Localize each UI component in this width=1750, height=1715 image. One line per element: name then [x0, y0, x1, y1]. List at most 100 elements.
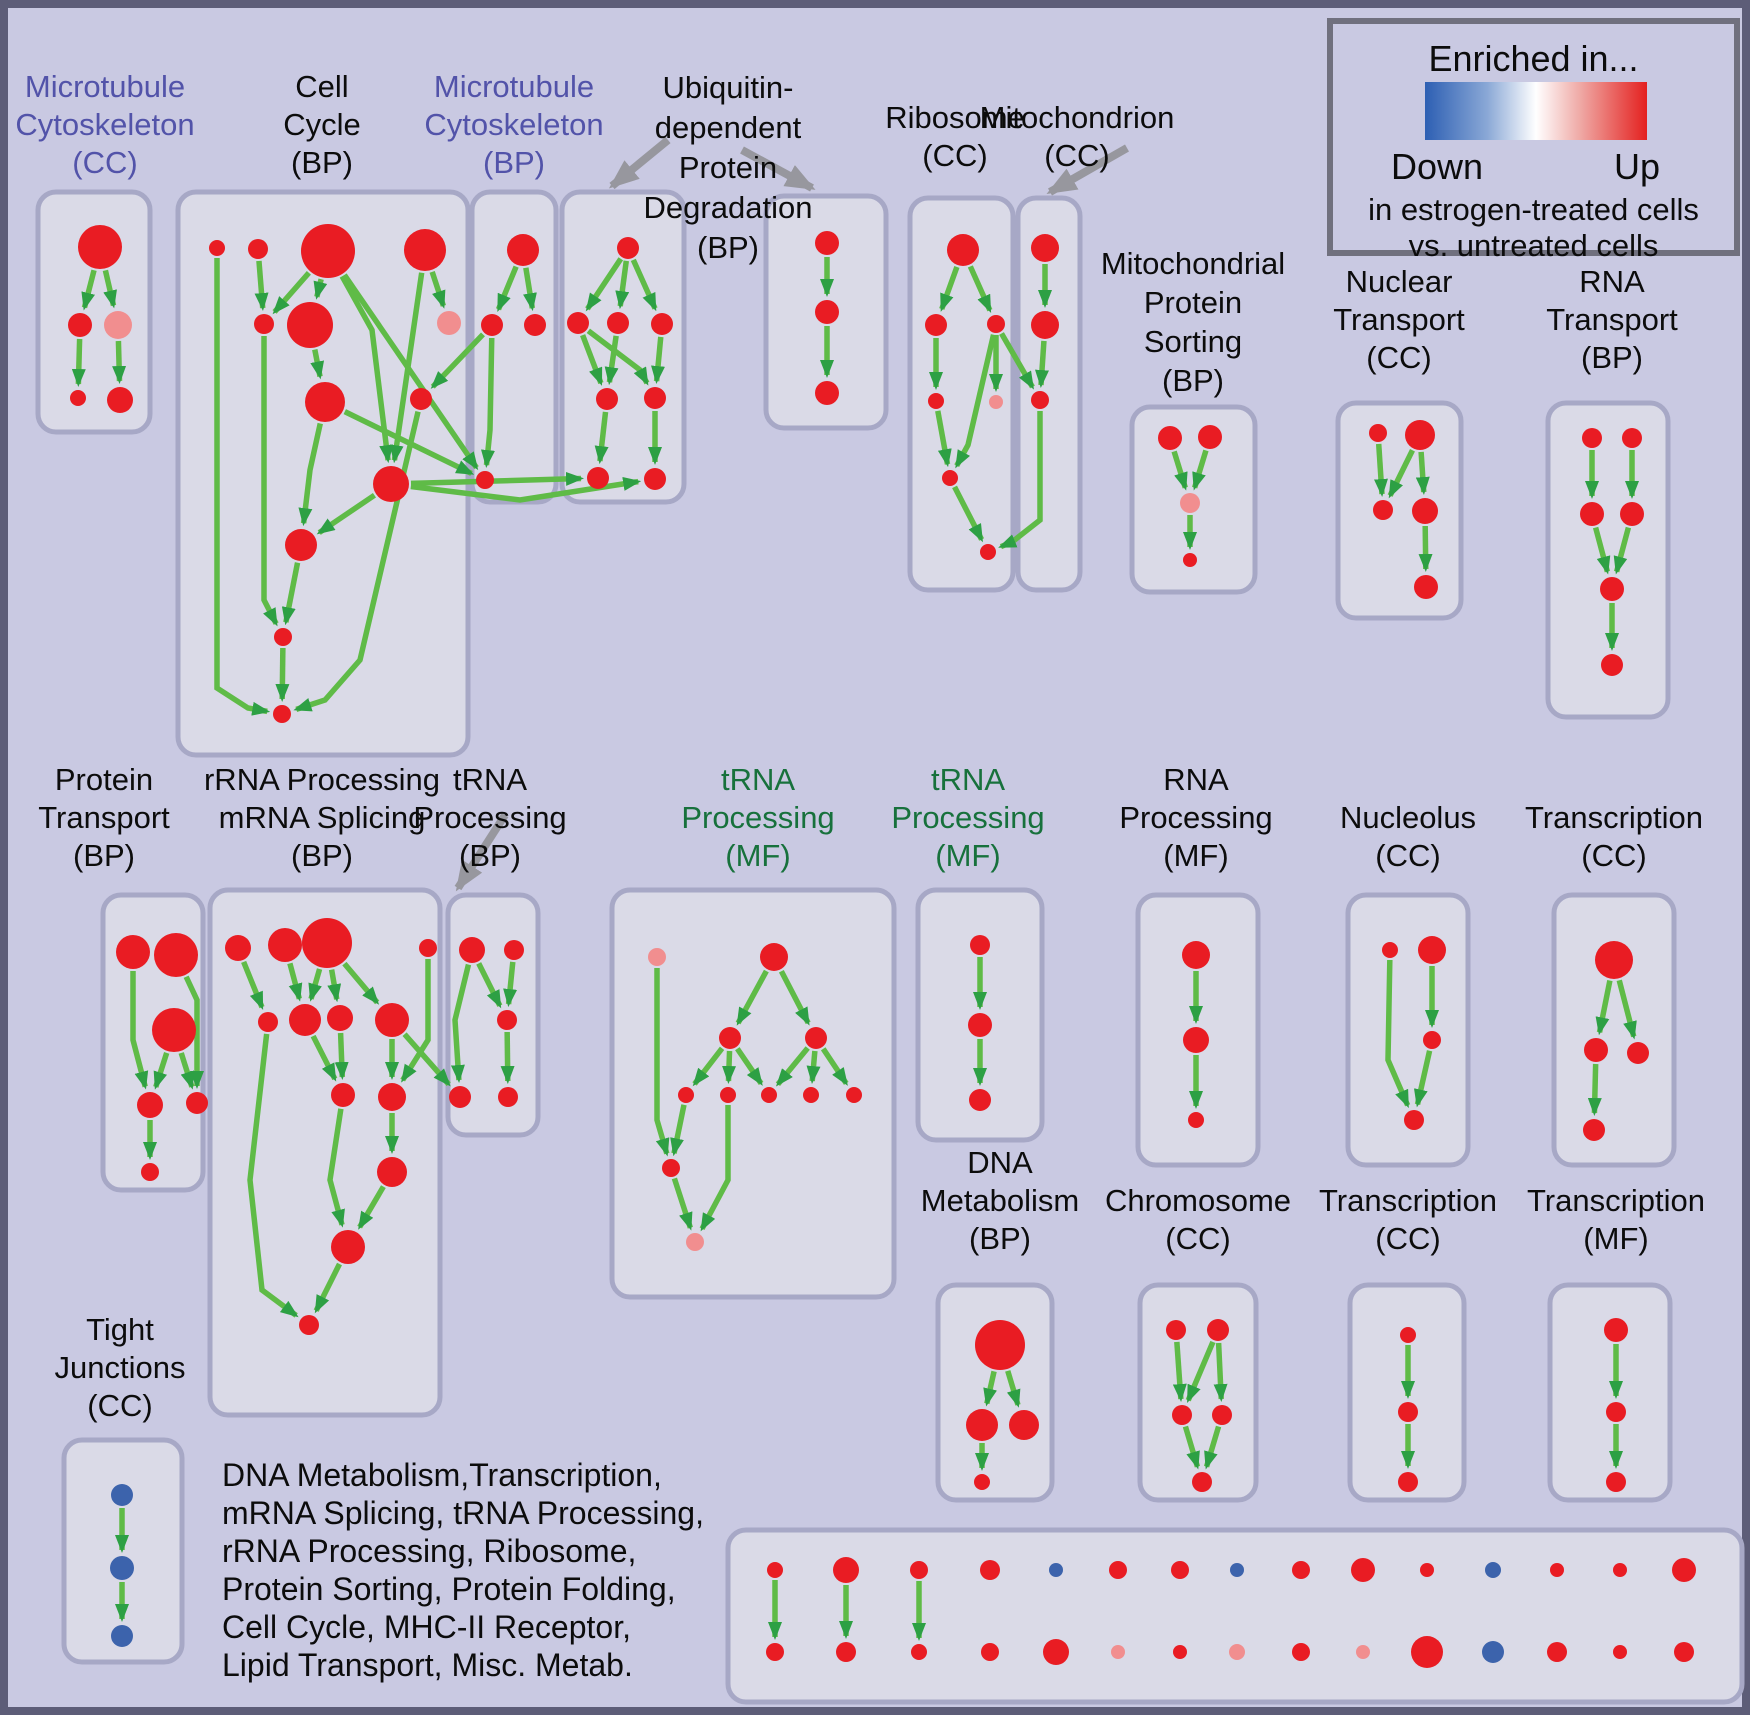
node-mps2: [1198, 425, 1222, 449]
node-mb07: [1173, 1645, 1187, 1659]
node-tm3: [719, 1027, 741, 1049]
label-line: (CC): [72, 145, 138, 180]
edge-nuc1-nuc3: [1374, 443, 1388, 498]
edge-rib3-rib6: [954, 334, 997, 469]
edge-rr1-rr5: [241, 960, 265, 1010]
node-nl2: [1418, 936, 1446, 964]
node-pt4: [137, 1092, 163, 1118]
edge-rib6-rib7: [952, 485, 985, 543]
node-rr9: [331, 1083, 355, 1107]
node-mb13: [1547, 1642, 1567, 1662]
node-rib6: [942, 470, 958, 486]
label-line: Cell: [295, 69, 349, 104]
node-tc3: [1627, 1042, 1649, 1064]
node-ub5: [644, 387, 666, 409]
node-tc4: [1583, 1119, 1605, 1141]
node-mt03: [910, 1561, 928, 1579]
edge-tm3-tm5: [692, 1046, 725, 1087]
node-mt01: [767, 1562, 783, 1578]
node-uch3: [815, 381, 839, 405]
edge-tbp1-tbp4: [450, 963, 472, 1084]
node-ch4: [1212, 1405, 1232, 1425]
label-line: (CC): [1375, 1221, 1441, 1256]
node-rib1: [947, 234, 979, 266]
label-line: Lipid Transport, Misc. Metab.: [222, 1647, 633, 1683]
node-tm4: [805, 1027, 827, 1049]
edge-rib1-rib3: [967, 265, 993, 314]
node-cc12: [273, 705, 291, 723]
node-mb06: [1111, 1645, 1125, 1659]
label-line: (MF): [1583, 1221, 1649, 1256]
label-rna-processing-mf: RNA Processing (MF): [1119, 761, 1272, 875]
label-ubiquitin-degradation: Ubiquitin-dependent Protein Degradation (BP…: [644, 68, 813, 268]
node-ch2: [1207, 1319, 1229, 1341]
edge-mbp2-mbp4: [481, 337, 495, 469]
node-mt02: [833, 1557, 859, 1583]
node-tm7: [761, 1087, 777, 1103]
node-rib3: [987, 315, 1005, 333]
legend-down-label: Down: [1390, 146, 1484, 187]
node-mt04: [980, 1560, 1000, 1580]
label-line: rRNA Processing, Ribosome,: [222, 1533, 637, 1569]
edge-rr8-tbp4: [402, 1032, 451, 1087]
node-nuc5: [1414, 575, 1438, 599]
node-tf1: [1604, 1318, 1628, 1342]
node-mcc1: [78, 225, 122, 269]
label-line: Protein: [678, 150, 778, 185]
label-line: Protein Sorting, Protein Folding,: [222, 1571, 676, 1607]
arrow-to-ubiquitin-box-right: [740, 146, 816, 192]
label-line: Microtubule: [24, 69, 186, 104]
label-chromosome: Chromosome (CC): [1105, 1182, 1291, 1258]
node-mb10: [1356, 1645, 1370, 1659]
edge-tm5-tm10: [670, 1104, 687, 1157]
node-mt15: [1672, 1558, 1696, 1582]
label-line: (BP): [458, 838, 521, 873]
node-mb15: [1674, 1642, 1694, 1662]
box-tmf: [1547, 1282, 1673, 1503]
label-trna-processing-mf-2: tRNA Processing (MF): [891, 761, 1044, 875]
label-line: DNA Metabolism,Transcription,: [222, 1457, 662, 1493]
node-rp2: [1183, 1027, 1209, 1053]
label-line: Mitochondrial: [1100, 245, 1286, 281]
node-tf2: [1606, 1402, 1626, 1422]
node-cc3: [404, 229, 446, 271]
edge-mcc2-mcc4: [71, 338, 86, 388]
node-nl3: [1423, 1031, 1441, 1049]
node-mps1: [1158, 426, 1182, 450]
node-ub2: [607, 312, 629, 334]
edge-nuc2-nuc3: [1387, 449, 1415, 499]
label-line: mRNA Splicing: [218, 800, 426, 835]
node-cc4: [254, 314, 274, 334]
edge-cc1-cc4: [254, 260, 269, 312]
edge-tc1-tc3: [1616, 979, 1637, 1040]
node-tm6: [720, 1087, 736, 1103]
node-tn3: [969, 1089, 991, 1111]
edge-rr9-rr12: [327, 1108, 345, 1228]
edge-rr6-rr9: [310, 1034, 338, 1082]
node-tf3: [1606, 1472, 1626, 1492]
box-misc: [725, 1527, 1745, 1705]
node-mbp4: [476, 471, 494, 489]
label-line: Cytoskeleton: [15, 107, 195, 142]
node-mt13: [1550, 1563, 1564, 1577]
node-tm8: [803, 1087, 819, 1103]
label-line: (BP): [1580, 340, 1643, 375]
node-mb14: [1613, 1645, 1627, 1659]
label-line: Cell Cycle, MHC-II Receptor,: [222, 1609, 631, 1645]
node-tm5: [678, 1087, 694, 1103]
label-tight-junctions: Tight Junctions (CC): [55, 1311, 186, 1425]
label-line: (BP): [969, 1221, 1031, 1256]
box-nuc: [1335, 400, 1464, 621]
edge-tm4-tm7: [775, 1046, 810, 1087]
node-cc2: [301, 224, 355, 278]
edge-ub1-ub4: [580, 334, 604, 386]
edge-ub1-ub5: [586, 328, 650, 386]
node-tbp2: [504, 940, 524, 960]
node-rr1: [225, 935, 251, 961]
label-line: Metabolism: [920, 1183, 1080, 1218]
legend-up-label: Up: [1613, 146, 1661, 187]
node-ch5: [1192, 1472, 1212, 1492]
node-ub4: [596, 388, 618, 410]
node-cc7: [305, 382, 345, 422]
label-microtubule-bp: Microtubule Cytoskeleton (BP): [424, 68, 603, 182]
